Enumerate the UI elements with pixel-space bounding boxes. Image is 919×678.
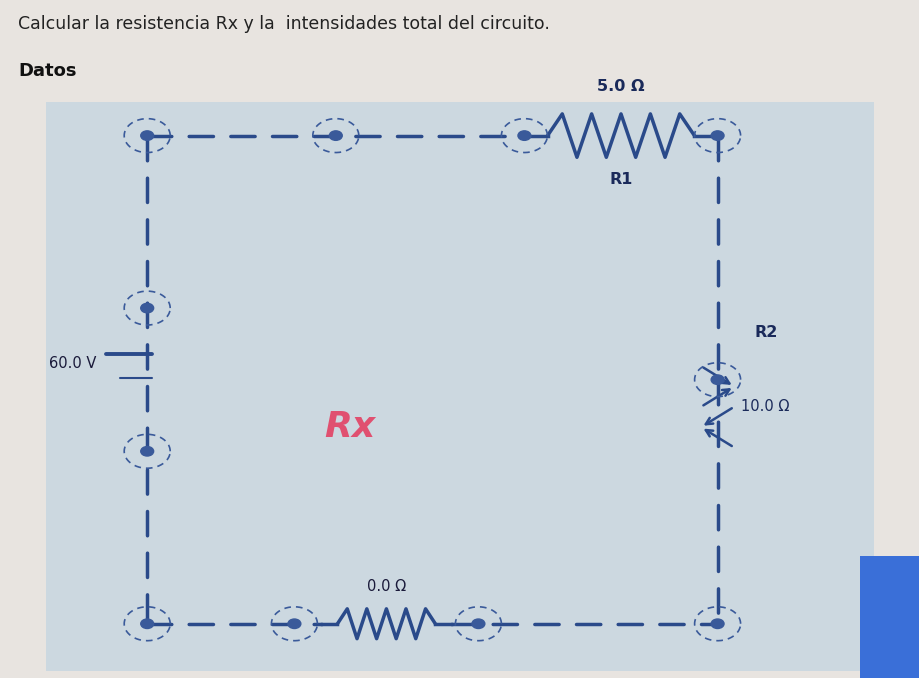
- Circle shape: [141, 303, 153, 313]
- Circle shape: [141, 447, 153, 456]
- FancyBboxPatch shape: [46, 102, 873, 671]
- Text: R1: R1: [608, 172, 632, 187]
- Circle shape: [517, 131, 530, 140]
- Text: Datos: Datos: [18, 62, 77, 80]
- Circle shape: [329, 131, 342, 140]
- Circle shape: [710, 619, 723, 629]
- Circle shape: [288, 619, 301, 629]
- FancyBboxPatch shape: [859, 556, 919, 678]
- Text: Rx: Rx: [323, 410, 375, 444]
- Text: 10.0 Ω: 10.0 Ω: [740, 399, 789, 414]
- Text: 60.0 V: 60.0 V: [50, 356, 96, 371]
- Circle shape: [710, 131, 723, 140]
- Circle shape: [710, 375, 723, 384]
- Circle shape: [141, 131, 153, 140]
- Text: R2: R2: [754, 325, 777, 340]
- Circle shape: [141, 619, 153, 629]
- Text: Calcular la resistencia Rx y la  intensidades total del circuito.: Calcular la resistencia Rx y la intensid…: [18, 15, 550, 33]
- FancyBboxPatch shape: [0, 0, 919, 108]
- Text: 0.0 Ω: 0.0 Ω: [367, 579, 405, 594]
- Text: 5.0 Ω: 5.0 Ω: [596, 79, 644, 94]
- Circle shape: [471, 619, 484, 629]
